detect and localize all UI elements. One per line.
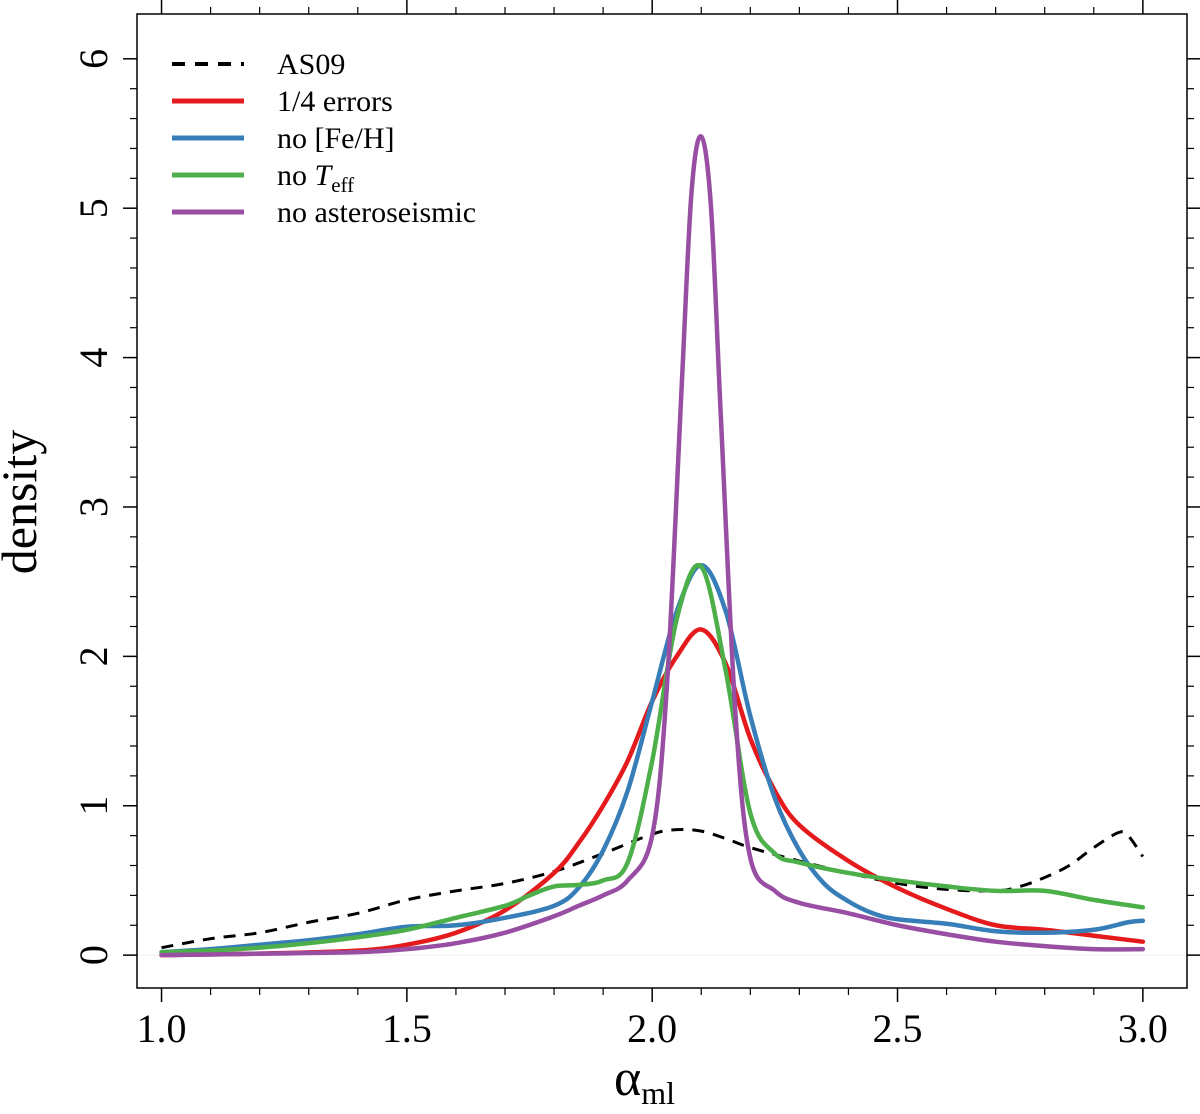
x-axis-title-main: α bbox=[614, 1050, 641, 1107]
x-axis-title-sub: ml bbox=[641, 1075, 675, 1111]
x-tick-label: 1.5 bbox=[382, 1006, 432, 1051]
legend-label-no-teff: no Teff bbox=[277, 159, 354, 197]
legend-label-1-4-errors: 1/4 errors bbox=[277, 85, 393, 118]
series-line-as09 bbox=[161, 827, 1145, 950]
series-line-1-4-errors bbox=[159, 627, 1146, 958]
y-tick-label: 1 bbox=[71, 796, 116, 816]
series-line-no-teff bbox=[159, 562, 1146, 955]
series-layer bbox=[159, 134, 1146, 958]
plot-frame bbox=[136, 13, 1188, 989]
y-tick-label: 0 bbox=[71, 945, 116, 965]
x-tick-label: 1.0 bbox=[137, 1006, 187, 1051]
y-tick-label: 6 bbox=[71, 49, 116, 69]
x-tick-label: 2.0 bbox=[627, 1006, 677, 1051]
x-tick-label: 3.0 bbox=[1118, 1006, 1168, 1051]
legend-label-no-asteroseismic: no asteroseismic bbox=[277, 196, 476, 229]
y-axis-title: density bbox=[0, 430, 47, 574]
y-tick-label: 3 bbox=[71, 497, 116, 517]
axes-layer: 1.0 1.5 2.0 2.5 3.0 0 1 2 3 4 5 6 bbox=[71, 0, 1200, 1051]
series-line-no-asteroseismic bbox=[159, 134, 1146, 958]
y-tick-label: 4 bbox=[71, 348, 116, 368]
y-tick-label: 5 bbox=[71, 198, 116, 218]
x-axis-title: αml bbox=[614, 1050, 675, 1111]
y-tick-label: 2 bbox=[71, 646, 116, 666]
legend-label-no-fe-h: no [Fe/H] bbox=[277, 122, 394, 155]
x-tick-label: 2.5 bbox=[873, 1006, 923, 1051]
legend-label-as09: AS09 bbox=[277, 48, 345, 81]
